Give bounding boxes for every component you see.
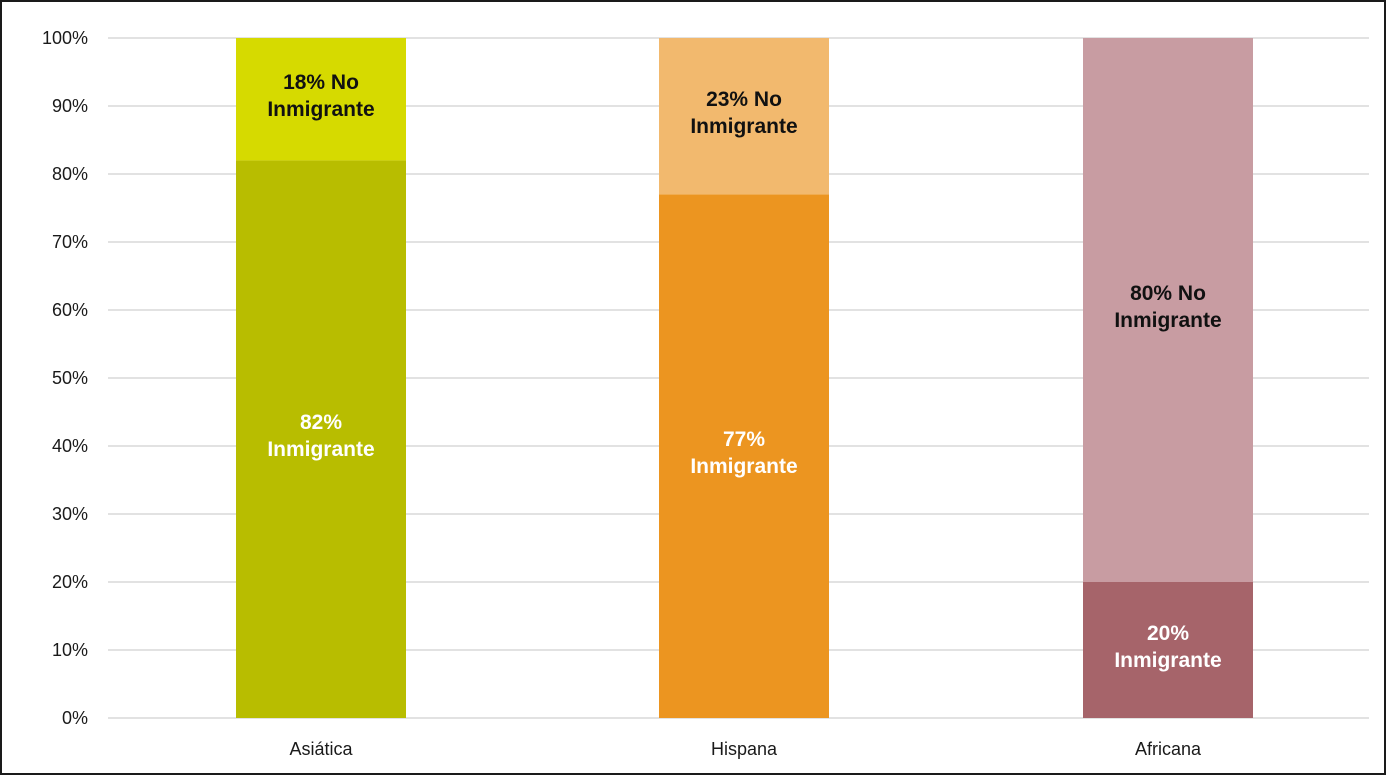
data-label: 18% No Inmigrante <box>267 71 374 121</box>
x-tick-label: Hispana <box>711 739 778 759</box>
bar-segment-inmigrante <box>659 194 829 718</box>
bar-segment-no-inmigrante <box>1083 38 1253 582</box>
y-tick-label: 40% <box>52 436 88 456</box>
data-label: 82% Inmigrante <box>267 411 374 461</box>
y-tick-label: 0% <box>62 708 88 728</box>
x-tick-label: Africana <box>1135 739 1202 759</box>
y-tick-label: 20% <box>52 572 88 592</box>
y-tick-label: 60% <box>52 300 88 320</box>
y-tick-label: 50% <box>52 368 88 388</box>
bar-segment-no-inmigrante <box>236 38 406 161</box>
y-tick-label: 100% <box>42 28 88 48</box>
bar-segment-inmigrante <box>1083 582 1253 718</box>
y-tick-label: 10% <box>52 640 88 660</box>
y-tick-label: 70% <box>52 232 88 252</box>
bar-segment-inmigrante <box>236 160 406 718</box>
y-tick-label: 80% <box>52 164 88 184</box>
bar-segment-no-inmigrante <box>659 38 829 195</box>
y-axis: 0% 10% 20% 30% 40% 50% 60% 70% 80% 90% 100% <box>42 28 88 728</box>
y-tick-label: 30% <box>52 504 88 524</box>
bar-labels: 82% Inmigrante 77% Inmigrante 20% Inmigrante 1… <box>267 71 1221 672</box>
x-axis: Asiática Hispana Africana <box>289 739 1202 759</box>
data-label: 80% No Inmigrante <box>1114 282 1221 332</box>
x-tick-label: Asiática <box>289 739 353 759</box>
y-tick-label: 90% <box>52 96 88 116</box>
bars <box>236 38 1253 718</box>
data-label: 20% Inmigrante <box>1114 622 1221 672</box>
data-label: 23% No Inmigrante <box>690 88 797 138</box>
data-label: 77% Inmigrante <box>690 428 797 478</box>
